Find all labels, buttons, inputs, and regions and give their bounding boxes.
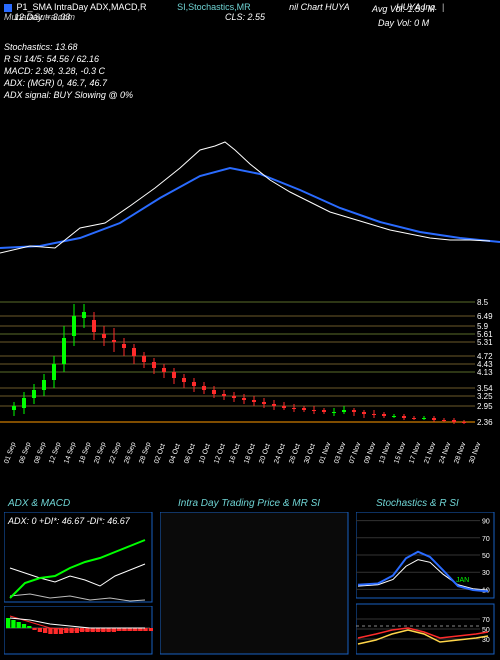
svg-text:07 Nov: 07 Nov [348,441,362,465]
price-panel [0,128,500,278]
svg-text:30: 30 [482,570,490,577]
svg-text:01 Nov: 01 Nov [318,441,332,465]
svg-text:30 Oct: 30 Oct [303,443,317,465]
svg-text:16 Oct: 16 Oct [228,443,242,465]
stat-0: Stochastics: 13.68 [4,42,78,52]
svg-text:03 Nov: 03 Nov [333,441,347,465]
svg-text:90: 90 [482,519,490,526]
svg-text:04 Oct: 04 Oct [168,443,182,465]
svg-text:12 Sep: 12 Sep [48,441,62,464]
adx-panel: ADX: 0 +DI*: 46.67 -DI*: 46.67 [4,512,154,604]
svg-text:01 Sep: 01 Sep [3,441,17,464]
svg-text:4.13: 4.13 [477,368,493,377]
svg-text:70: 70 [482,617,490,624]
svg-text:20 Oct: 20 Oct [258,443,272,465]
svg-text:28 Nov: 28 Nov [453,441,467,465]
title-2: SI,Stochastics,MR [177,2,251,12]
avg-vol: Avg Vol: 1.59 M [372,4,435,14]
svg-text:JAN: JAN [456,577,469,584]
svg-text:18 Sep: 18 Sep [78,441,92,464]
svg-text:06 Oct: 06 Oct [183,443,197,465]
svg-text:50: 50 [482,553,490,560]
day-vol: Day Vol: 0 M [378,18,429,28]
title-3: nil Chart HUYA [289,2,350,12]
stat-4: ADX signal: BUY Slowing @ 0% [4,90,133,100]
stat-2: MACD: 2.98, 3.28, -0.3 C [4,66,105,76]
svg-text:22 Sep: 22 Sep [108,441,122,464]
svg-text:3.25: 3.25 [477,392,493,401]
svg-text:10 Oct: 10 Oct [198,443,212,465]
title-stoch: Stochastics & R SI [376,498,459,509]
svg-text:09 Nov: 09 Nov [363,441,377,465]
svg-text:28 Sep: 28 Sep [138,441,152,464]
title-intra: Intra Day Trading Price & MR SI [178,498,320,509]
svg-text:5.31: 5.31 [477,338,493,347]
macd-panel [4,606,154,656]
svg-text:2.95: 2.95 [477,402,493,411]
svg-text:30: 30 [482,637,490,644]
date-axis: 01 Sep06 Sep08 Sep12 Sep14 Sep18 Sep20 S… [0,434,500,474]
svg-text:20 Sep: 20 Sep [93,441,107,464]
svg-text:70: 70 [482,536,490,543]
svg-text:08 Sep: 08 Sep [33,441,47,464]
stat-3: ADX: (MGR) 0, 46.7, 46.7 [4,78,107,88]
svg-text:14 Sep: 14 Sep [63,441,77,464]
svg-text:26 Sep: 26 Sep [123,441,137,464]
svg-text:12 Oct: 12 Oct [213,443,227,465]
svg-text:17 Nov: 17 Nov [408,441,422,465]
stoch-rsi-panel: 1030507090JAN305070 [356,512,496,658]
sub-left: 12 Day − 3.03 [14,12,70,22]
svg-text:21 Nov: 21 Nov [423,441,437,465]
svg-text:6.49: 6.49 [477,312,493,321]
intraday-panel [160,512,350,658]
svg-text:24 Oct: 24 Oct [273,443,287,465]
svg-text:8.5: 8.5 [477,298,489,307]
svg-text:13 Nov: 13 Nov [378,441,392,465]
svg-text:30 Nov: 30 Nov [468,441,482,465]
svg-text:2.36: 2.36 [477,418,493,427]
stat-1: R SI 14/5: 54.56 / 62.16 [4,54,99,64]
svg-text:18 Oct: 18 Oct [243,443,257,465]
svg-text:06 Sep: 06 Sep [18,441,32,464]
title-1: P1_SMA IntraDay ADX,MACD,R [17,2,147,12]
cls: CLS: 2.55 [225,12,265,22]
svg-text:ADX: 0 +DI*: 46.67 -DI*: 46.: ADX: 0 +DI*: 46.67 -DI*: 46.67 [7,516,131,526]
svg-text:02 Oct: 02 Oct [153,443,167,465]
bluebox-icon [4,4,12,12]
title-adx-macd: ADX & MACD [8,498,70,509]
svg-text:15 Nov: 15 Nov [393,441,407,465]
svg-text:24 Nov: 24 Nov [438,441,452,465]
svg-text:26 Oct: 26 Oct [288,443,302,465]
